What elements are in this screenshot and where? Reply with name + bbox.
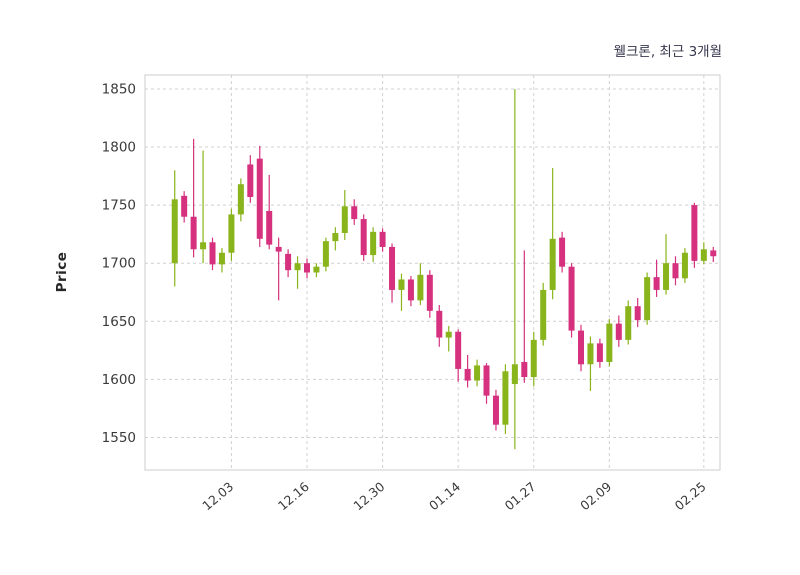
candle-body-down — [389, 246, 396, 290]
y-tick-label: 1750 — [102, 198, 136, 214]
candle-body-up — [511, 364, 518, 385]
y-tick-label: 1600 — [102, 372, 136, 388]
candle-body-up — [171, 199, 178, 264]
y-tick-label: 1650 — [102, 314, 136, 330]
candle-body-down — [426, 274, 433, 311]
candle-body-up — [332, 233, 339, 242]
candle-body-up — [530, 339, 537, 378]
x-tick-label: 01.14 — [426, 479, 463, 514]
candle-body-down — [521, 361, 528, 378]
candle-body-up — [228, 214, 235, 253]
candle-body-up — [322, 241, 329, 267]
candle-body-down — [568, 266, 575, 331]
candle-body-up — [606, 323, 613, 362]
candle-body-down — [360, 219, 367, 256]
candle-body-up — [549, 238, 556, 290]
x-tick-label: 02.25 — [672, 479, 709, 514]
candle-body-up — [218, 252, 225, 265]
candle-body-up — [341, 206, 348, 233]
y-tick-label: 1850 — [102, 81, 136, 97]
x-tick-label: 12.16 — [275, 479, 312, 514]
candle-body-down — [492, 395, 499, 425]
candle-body-down — [710, 250, 717, 257]
candle-body-up — [540, 289, 547, 340]
candle-body-down — [578, 330, 584, 365]
candle-body-down — [181, 195, 188, 217]
candle-body-down — [634, 306, 641, 321]
x-tick-label: 12.03 — [199, 479, 236, 514]
candle-body-up — [502, 371, 509, 425]
candle-body-up — [237, 184, 244, 215]
candle-body-down — [559, 237, 566, 267]
candle-body-down — [275, 246, 282, 252]
candle-body-down — [407, 279, 414, 301]
candle-body-down — [304, 263, 310, 273]
x-tick-label: 01.27 — [502, 479, 539, 514]
candle-body-down — [285, 253, 292, 271]
candle-body-up — [587, 343, 594, 365]
chart-title: 웰크론, 최근 3개월 — [613, 44, 722, 60]
candle-body-down — [209, 242, 216, 265]
candle-body-down — [455, 331, 462, 369]
candle-body-up — [398, 279, 405, 290]
candle-body-up — [700, 249, 707, 261]
candle-body-down — [190, 216, 197, 250]
candle-body-up — [625, 306, 632, 340]
candle-body-down — [672, 263, 679, 279]
x-tick-label: 12.30 — [350, 479, 387, 514]
candle-body-down — [483, 365, 490, 396]
candle-body-down — [247, 164, 254, 197]
candle-body-down — [379, 231, 386, 247]
candle-body-down — [351, 206, 358, 220]
candle-body-up — [644, 277, 651, 321]
y-tick-label: 1550 — [102, 430, 136, 446]
y-tick-label: 1700 — [102, 256, 136, 272]
candle-body-up — [663, 263, 670, 290]
y-tick-label: 1800 — [102, 140, 136, 156]
candle-body-down — [436, 310, 443, 338]
axes-border — [144, 74, 721, 471]
candle-body-down — [691, 205, 698, 261]
candle-body-down — [464, 368, 471, 381]
candle-body-up — [474, 365, 481, 381]
candle-body-up — [681, 252, 688, 279]
candle-body-up — [445, 331, 452, 338]
candle-body-down — [615, 323, 622, 340]
candle-body-up — [200, 242, 207, 250]
candle-body-down — [596, 343, 603, 362]
candle-body-down — [266, 210, 273, 245]
candle-body-up — [370, 231, 377, 256]
candle-body-down — [256, 158, 263, 239]
x-tick-label: 02.09 — [577, 479, 614, 514]
candle-body-up — [294, 263, 301, 271]
candle-body-down — [653, 277, 660, 290]
candle-body-up — [313, 266, 320, 273]
candle-body-up — [417, 274, 424, 301]
y-axis-label: Price — [54, 251, 70, 293]
